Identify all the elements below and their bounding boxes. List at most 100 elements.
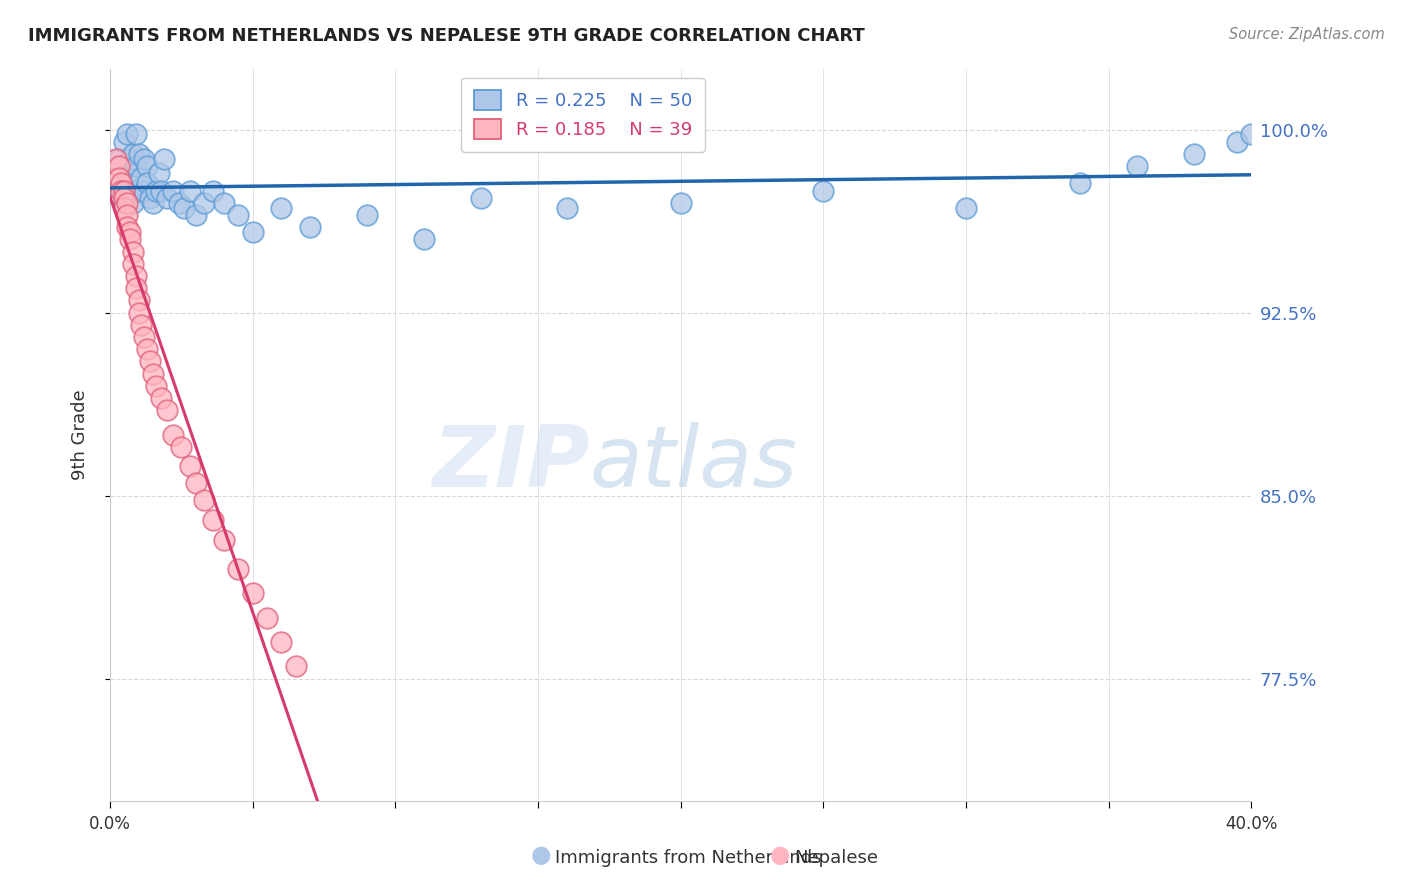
Point <box>107 159 129 173</box>
Point <box>128 147 150 161</box>
Point <box>212 533 235 547</box>
Point <box>1126 159 1149 173</box>
Point <box>134 184 156 198</box>
Point <box>1226 135 1249 149</box>
Point <box>122 147 145 161</box>
Point <box>112 195 135 210</box>
Point <box>131 318 153 332</box>
Point <box>128 184 150 198</box>
Text: 40.0%: 40.0% <box>1225 815 1278 833</box>
Point <box>1182 147 1205 161</box>
Point <box>118 152 141 166</box>
Point <box>122 195 145 210</box>
Text: 0.0%: 0.0% <box>89 815 131 833</box>
Point <box>115 220 138 235</box>
Point <box>167 195 190 210</box>
Point <box>118 225 141 239</box>
Point <box>212 195 235 210</box>
Point <box>270 201 292 215</box>
Point <box>131 171 153 186</box>
Point <box>150 184 173 198</box>
Point <box>112 135 135 149</box>
Point <box>470 191 492 205</box>
Point <box>813 184 835 198</box>
Point <box>184 208 207 222</box>
Point <box>134 152 156 166</box>
Point <box>156 191 179 205</box>
Point <box>139 191 162 205</box>
Point <box>115 208 138 222</box>
Point <box>228 562 250 576</box>
Point <box>145 378 167 392</box>
Point <box>184 476 207 491</box>
Point <box>1240 128 1263 142</box>
Point <box>115 128 138 142</box>
Point <box>193 493 215 508</box>
Point <box>104 152 127 166</box>
Point <box>136 342 159 356</box>
Point <box>107 152 129 166</box>
Point <box>170 440 193 454</box>
Text: ZIP: ZIP <box>432 423 589 506</box>
Point <box>413 232 436 246</box>
Point <box>142 195 165 210</box>
Text: Immigrants from Netherlands: Immigrants from Netherlands <box>555 849 823 867</box>
Point <box>356 208 378 222</box>
Point <box>125 159 148 173</box>
Point <box>270 635 292 649</box>
Point <box>669 195 692 210</box>
Point <box>110 184 132 198</box>
Point <box>128 293 150 308</box>
Point <box>136 176 159 190</box>
Point <box>139 354 162 368</box>
Point <box>201 184 224 198</box>
Point <box>955 201 977 215</box>
Point <box>173 201 195 215</box>
Point <box>122 244 145 259</box>
Point <box>242 586 264 600</box>
Point <box>134 330 156 344</box>
Point <box>118 232 141 246</box>
Legend: R = 0.225    N = 50, R = 0.185    N = 39: R = 0.225 N = 50, R = 0.185 N = 39 <box>461 78 704 152</box>
Point <box>179 184 201 198</box>
Point <box>555 201 578 215</box>
Point <box>242 225 264 239</box>
Point <box>148 166 170 180</box>
Point <box>1069 176 1091 190</box>
Text: IMMIGRANTS FROM NETHERLANDS VS NEPALESE 9TH GRADE CORRELATION CHART: IMMIGRANTS FROM NETHERLANDS VS NEPALESE … <box>28 27 865 45</box>
Text: ●: ● <box>531 843 551 867</box>
Point <box>128 305 150 319</box>
Point <box>179 459 201 474</box>
Point <box>298 220 321 235</box>
Point <box>162 427 184 442</box>
Point <box>115 166 138 180</box>
Point <box>150 391 173 405</box>
Point <box>145 184 167 198</box>
Point <box>125 281 148 295</box>
Point <box>122 257 145 271</box>
Point <box>110 176 132 190</box>
Point <box>153 152 176 166</box>
Point <box>125 128 148 142</box>
Point <box>112 191 135 205</box>
Point <box>107 171 129 186</box>
Y-axis label: 9th Grade: 9th Grade <box>72 389 89 480</box>
Point <box>118 184 141 198</box>
Point <box>136 159 159 173</box>
Text: Nepalese: Nepalese <box>794 849 879 867</box>
Text: Source: ZipAtlas.com: Source: ZipAtlas.com <box>1229 27 1385 42</box>
Text: atlas: atlas <box>589 423 797 506</box>
Point <box>112 184 135 198</box>
Point <box>115 195 138 210</box>
Point <box>193 195 215 210</box>
Text: ●: ● <box>770 843 790 867</box>
Point <box>201 513 224 527</box>
Point <box>125 268 148 283</box>
Point <box>112 201 135 215</box>
Point <box>162 184 184 198</box>
Point <box>142 367 165 381</box>
Point <box>228 208 250 222</box>
Point <box>156 403 179 417</box>
Point <box>256 610 278 624</box>
Point <box>284 659 307 673</box>
